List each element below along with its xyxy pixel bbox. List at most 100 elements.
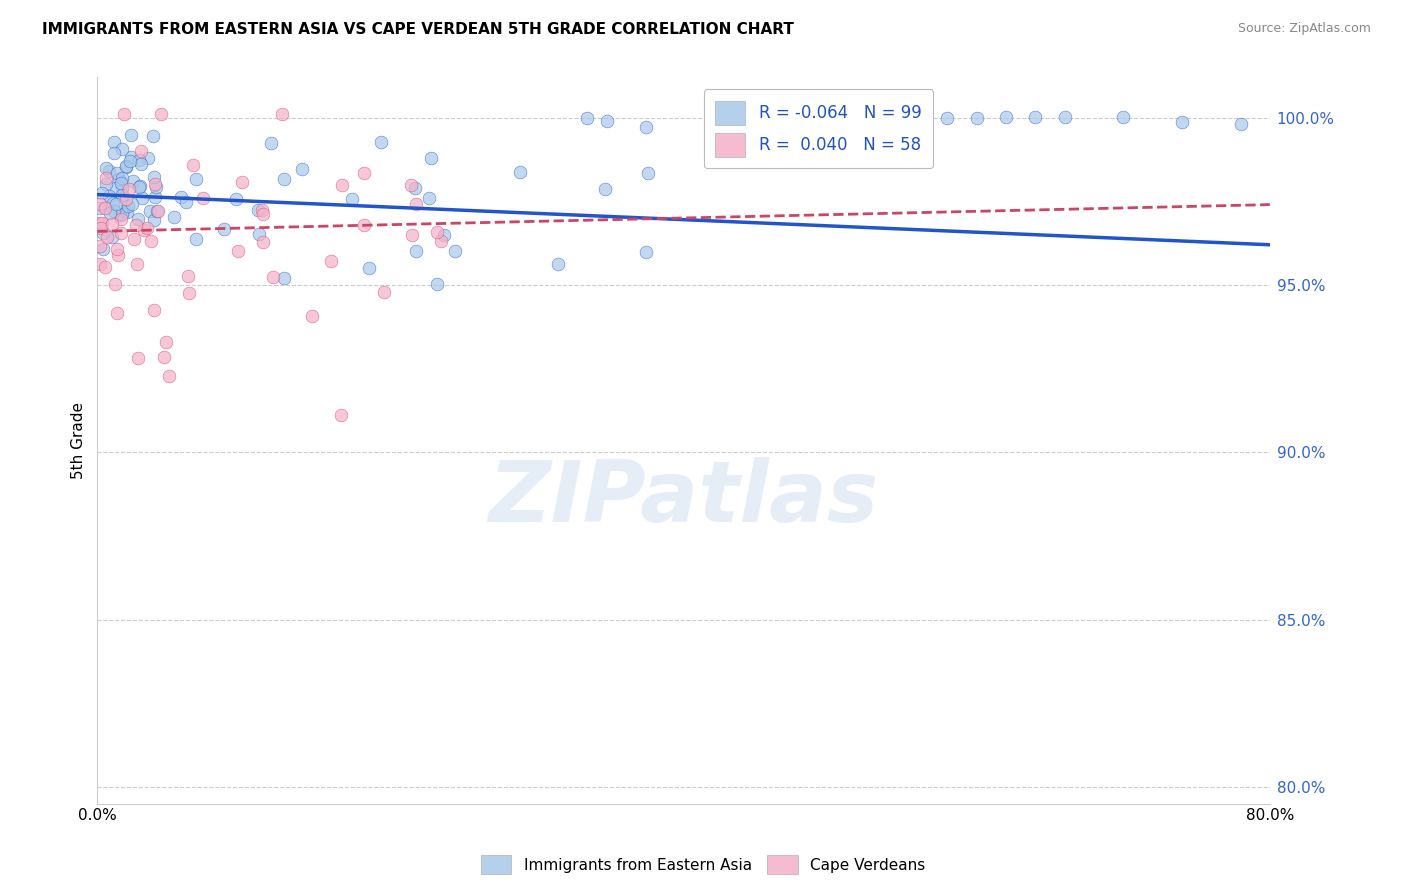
Point (420, 151, 443, 165)
Point (373, 285, 395, 299)
Point (273, 271, 295, 285)
Point (252, 235, 274, 249)
Point (131, 144, 153, 158)
Point (1376, 109, 1399, 123)
Point (418, 191, 440, 205)
Point (131, 190, 153, 204)
Point (143, 213, 166, 227)
Point (96, 177, 118, 191)
Point (89, 239, 111, 253)
Point (111, 188, 134, 202)
Point (104, 197, 127, 211)
Point (330, 178, 353, 192)
Point (401, 178, 423, 193)
Point (271, 107, 294, 121)
Point (110, 212, 132, 227)
Point (1229, 117, 1251, 131)
Point (404, 181, 426, 195)
Point (110, 176, 132, 190)
Point (143, 303, 166, 318)
Point (97, 189, 120, 203)
Point (91, 226, 114, 240)
Point (89, 216, 111, 230)
Point (149, 107, 172, 121)
Point (250, 203, 273, 218)
Point (111, 170, 134, 185)
Point (790, 106, 813, 120)
Point (129, 179, 152, 194)
Point (1347, 110, 1369, 124)
Point (353, 165, 375, 179)
Point (401, 228, 423, 243)
Point (301, 310, 323, 324)
Point (145, 180, 167, 194)
Point (125, 219, 148, 233)
Point (111, 203, 134, 218)
Point (105, 243, 128, 257)
Point (966, 112, 988, 126)
Point (97, 163, 120, 178)
Point (184, 232, 207, 246)
Point (702, 109, 724, 123)
Point (105, 306, 128, 320)
Point (262, 270, 284, 285)
Point (848, 111, 870, 125)
Point (101, 195, 124, 210)
Point (330, 408, 353, 422)
Point (1053, 110, 1076, 124)
Point (132, 223, 155, 237)
Point (260, 136, 283, 150)
Point (127, 351, 149, 365)
Point (405, 244, 427, 259)
Point (143, 189, 166, 203)
Point (90, 220, 112, 235)
Point (139, 203, 162, 218)
Point (359, 260, 381, 275)
Point (342, 192, 364, 206)
Point (184, 172, 207, 186)
Point (103, 135, 125, 149)
Y-axis label: 5th Grade: 5th Grade (72, 402, 86, 479)
Point (142, 170, 165, 185)
Point (225, 192, 247, 206)
Point (995, 110, 1018, 124)
Point (117, 199, 139, 213)
Point (636, 120, 658, 134)
Point (89, 257, 111, 271)
Point (115, 192, 138, 206)
Point (136, 151, 159, 165)
Point (877, 105, 900, 120)
Point (273, 172, 295, 186)
Point (444, 244, 467, 258)
Point (89, 197, 111, 211)
Point (93, 201, 115, 215)
Point (228, 244, 250, 259)
Point (547, 256, 569, 270)
Point (94, 161, 117, 175)
Point (121, 196, 143, 211)
Point (370, 135, 392, 149)
Point (907, 111, 929, 125)
Point (637, 166, 659, 180)
Point (142, 128, 165, 143)
Point (174, 194, 197, 209)
Point (117, 205, 139, 219)
Point (120, 128, 142, 142)
Point (111, 142, 134, 156)
Point (98, 205, 121, 219)
Point (353, 218, 375, 232)
Point (1112, 110, 1135, 124)
Point (761, 112, 783, 126)
Point (94, 170, 117, 185)
Point (181, 158, 204, 172)
Point (124, 232, 146, 246)
Point (105, 165, 128, 179)
Point (936, 112, 959, 126)
Point (636, 244, 658, 259)
Point (179, 285, 201, 300)
Point (155, 334, 177, 349)
Point (111, 206, 134, 220)
Point (731, 112, 754, 127)
Point (1288, 114, 1310, 128)
Point (91, 242, 114, 256)
